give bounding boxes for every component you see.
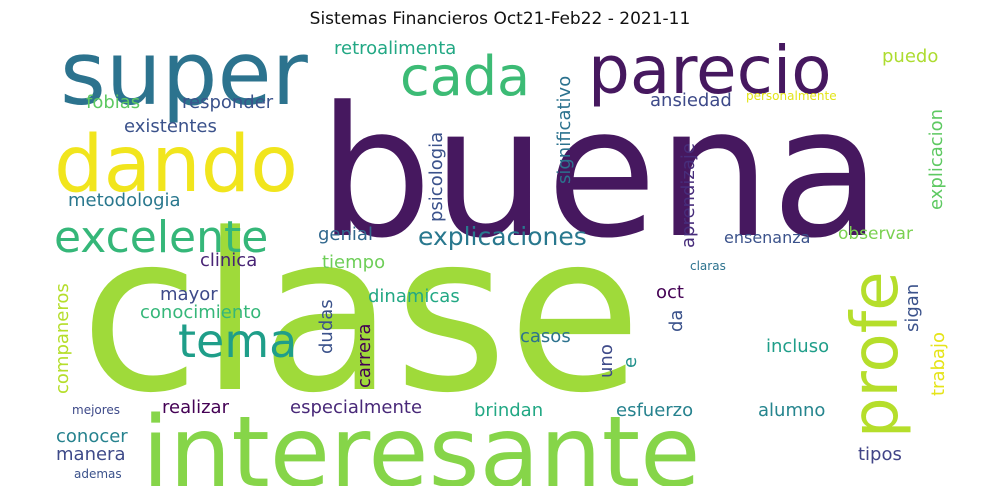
word-genial: genial (318, 224, 373, 245)
word-conocer: conocer (56, 426, 128, 447)
word-dinamicas: dinamicas (368, 286, 460, 307)
word-metodologia: metodologia (68, 190, 181, 211)
word-brindan: brindan (474, 400, 544, 421)
word-cada: cada (400, 45, 531, 108)
word-conocimiento: conocimiento (140, 302, 262, 323)
word-manera: manera (56, 444, 126, 465)
word-cloud: clase buena interesante super dando pare… (50, 36, 950, 486)
word-trabajo: trabajo (928, 332, 949, 396)
word-ansiedad: ansiedad (650, 90, 732, 111)
chart-title: Sistemas Financieros Oct21-Feb22 - 2021-… (309, 9, 691, 29)
word-excelente: excelente (54, 212, 269, 263)
word-personalmente: personalmente (746, 89, 837, 103)
word-esfuerzo: esfuerzo (616, 400, 694, 421)
word-interesante: interesante (142, 396, 701, 486)
word-dando: dando (54, 120, 298, 210)
word-e: e (620, 356, 641, 368)
word-dudas: dudas (316, 299, 337, 354)
word-observar: observar (838, 224, 913, 244)
word-oct: oct (656, 282, 684, 303)
word-carrera: carrera (354, 323, 375, 388)
word-significativo: significativo (554, 75, 575, 184)
word-tipos: tipos (858, 444, 902, 465)
word-parecio: parecio (588, 36, 832, 109)
word-da: da (666, 309, 687, 332)
word-incluso: incluso (766, 336, 830, 357)
word-aprendizaje: aprendizaje (678, 143, 699, 248)
word-puedo: puedo (882, 46, 939, 67)
word-tiempo: tiempo (322, 252, 386, 273)
word-clinica: clinica (200, 250, 258, 271)
word-explicaciones: explicaciones (418, 222, 587, 251)
word-super: super (60, 36, 308, 125)
word-mejores: mejores (72, 403, 121, 417)
word-responder: responder (182, 92, 274, 113)
word-retroalimenta: retroalimenta (334, 38, 457, 59)
word-tema: tema (178, 314, 298, 368)
word-explicacion: explicacion (926, 108, 947, 210)
word-claras: claras (690, 259, 726, 273)
word-sigan: sigan (902, 283, 923, 332)
word-casos: casos (520, 326, 571, 347)
word-fobias: fobias (86, 92, 141, 113)
word-especialmente: especialmente (290, 397, 423, 418)
word-existentes: existentes (124, 116, 217, 137)
word-buena: buena (318, 69, 882, 278)
word-ensenanza: ensenanza (724, 228, 811, 247)
word-uno: uno (596, 344, 617, 378)
word-companeros: companeros (52, 283, 73, 394)
word-realizar: realizar (162, 397, 229, 418)
word-psicologia: psicologia (426, 131, 447, 222)
word-mayor: mayor (160, 284, 218, 305)
word-alumno: alumno (758, 400, 826, 421)
word-profe: profe (839, 271, 913, 438)
word-clase: clase (80, 188, 642, 441)
word-ademas: ademas (74, 467, 122, 481)
